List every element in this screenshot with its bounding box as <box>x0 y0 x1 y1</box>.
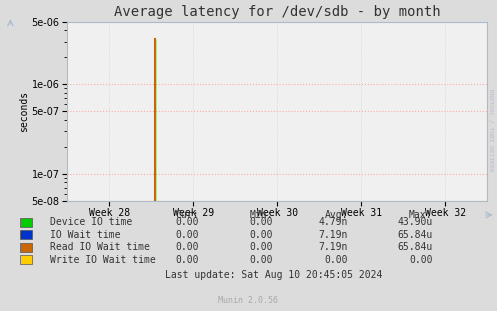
Text: 0.00: 0.00 <box>250 255 273 265</box>
Text: Cur:: Cur: <box>175 210 199 220</box>
Text: Write IO Wait time: Write IO Wait time <box>50 255 156 265</box>
Text: Munin 2.0.56: Munin 2.0.56 <box>219 296 278 305</box>
Text: 0.00: 0.00 <box>175 230 199 240</box>
Text: Avg:: Avg: <box>325 210 348 220</box>
Text: 0.00: 0.00 <box>175 255 199 265</box>
Text: 0.00: 0.00 <box>175 242 199 252</box>
Text: 65.84u: 65.84u <box>397 242 432 252</box>
Text: Last update: Sat Aug 10 20:45:05 2024: Last update: Sat Aug 10 20:45:05 2024 <box>165 270 382 280</box>
Y-axis label: seconds: seconds <box>18 91 28 132</box>
Text: 0.00: 0.00 <box>325 255 348 265</box>
Text: 4.79n: 4.79n <box>319 217 348 227</box>
Text: 65.84u: 65.84u <box>397 230 432 240</box>
Text: RRDTOOL / TOBI OETIKER: RRDTOOL / TOBI OETIKER <box>489 89 494 172</box>
Text: Max:: Max: <box>409 210 432 220</box>
Text: 0.00: 0.00 <box>250 242 273 252</box>
Text: Min:: Min: <box>250 210 273 220</box>
Text: 0.00: 0.00 <box>250 217 273 227</box>
Title: Average latency for /dev/sdb - by month: Average latency for /dev/sdb - by month <box>114 5 440 19</box>
Text: 7.19n: 7.19n <box>319 230 348 240</box>
Text: 0.00: 0.00 <box>250 230 273 240</box>
Text: IO Wait time: IO Wait time <box>50 230 120 240</box>
Text: 43.90u: 43.90u <box>397 217 432 227</box>
Text: Read IO Wait time: Read IO Wait time <box>50 242 150 252</box>
Text: Device IO time: Device IO time <box>50 217 132 227</box>
Text: 7.19n: 7.19n <box>319 242 348 252</box>
Text: 0.00: 0.00 <box>409 255 432 265</box>
Text: 0.00: 0.00 <box>175 217 199 227</box>
